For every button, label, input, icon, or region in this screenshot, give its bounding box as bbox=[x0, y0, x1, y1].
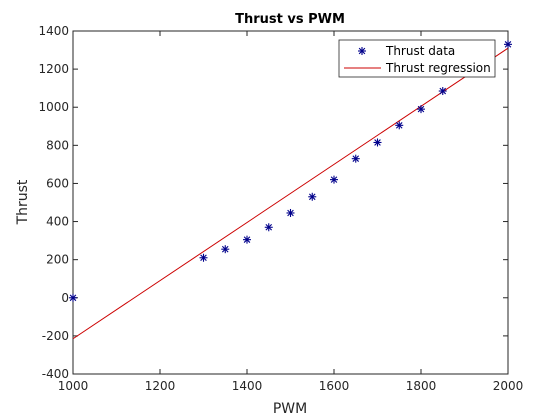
legend-label-thrust-regression: Thrust regression bbox=[385, 61, 491, 75]
data-point bbox=[351, 154, 360, 163]
y-axis-label: Thrust bbox=[15, 179, 31, 225]
data-point bbox=[395, 121, 404, 130]
legend-asterisk-icon bbox=[358, 47, 366, 55]
y-tick-label: 200 bbox=[46, 253, 69, 267]
data-point bbox=[330, 175, 338, 184]
data-point bbox=[286, 208, 295, 217]
chart-title: Thrust vs PWM bbox=[235, 12, 345, 27]
y-tick-label: 1000 bbox=[38, 100, 69, 114]
regression-line bbox=[72, 47, 509, 340]
y-tick-label: 1400 bbox=[38, 24, 69, 38]
x-axis-label: PWM bbox=[273, 401, 307, 417]
x-tick-label: 1400 bbox=[232, 379, 263, 393]
data-point bbox=[308, 192, 317, 201]
x-tick-label: 1000 bbox=[58, 379, 89, 393]
legend-label-thrust-data: Thrust data bbox=[385, 44, 455, 58]
legend-box bbox=[338, 39, 496, 78]
y-tick-label: -400 bbox=[42, 367, 69, 381]
data-point bbox=[373, 138, 382, 147]
y-tick-label: 600 bbox=[46, 176, 69, 190]
series-layer bbox=[69, 40, 512, 340]
y-tick-label: 800 bbox=[46, 138, 69, 152]
y-tick-label: 0 bbox=[61, 291, 69, 305]
x-tick-label: 1800 bbox=[406, 379, 437, 393]
data-point bbox=[221, 245, 230, 254]
data-point bbox=[264, 223, 273, 232]
y-tick-label: 1200 bbox=[38, 62, 69, 76]
data-point bbox=[417, 105, 425, 114]
legend: Thrust data Thrust regression bbox=[338, 39, 496, 78]
tick-labels: 1000 1200 1400 1600 1800 2000 -400 -200 0 200 400 6… bbox=[38, 24, 523, 393]
data-point bbox=[438, 87, 447, 96]
data-point bbox=[69, 293, 77, 302]
plot-area bbox=[72, 30, 509, 375]
y-tick-label: -200 bbox=[42, 329, 69, 343]
y-tick-label: 400 bbox=[46, 215, 69, 229]
x-tick-label: 1600 bbox=[319, 379, 350, 393]
data-point bbox=[199, 253, 208, 262]
axis-ticks bbox=[72, 30, 509, 375]
data-point bbox=[504, 40, 512, 49]
data-point bbox=[243, 235, 251, 244]
x-tick-label: 1200 bbox=[145, 379, 176, 393]
x-tick-label: 2000 bbox=[493, 379, 524, 393]
legend-marker-thrust-data bbox=[358, 47, 366, 55]
